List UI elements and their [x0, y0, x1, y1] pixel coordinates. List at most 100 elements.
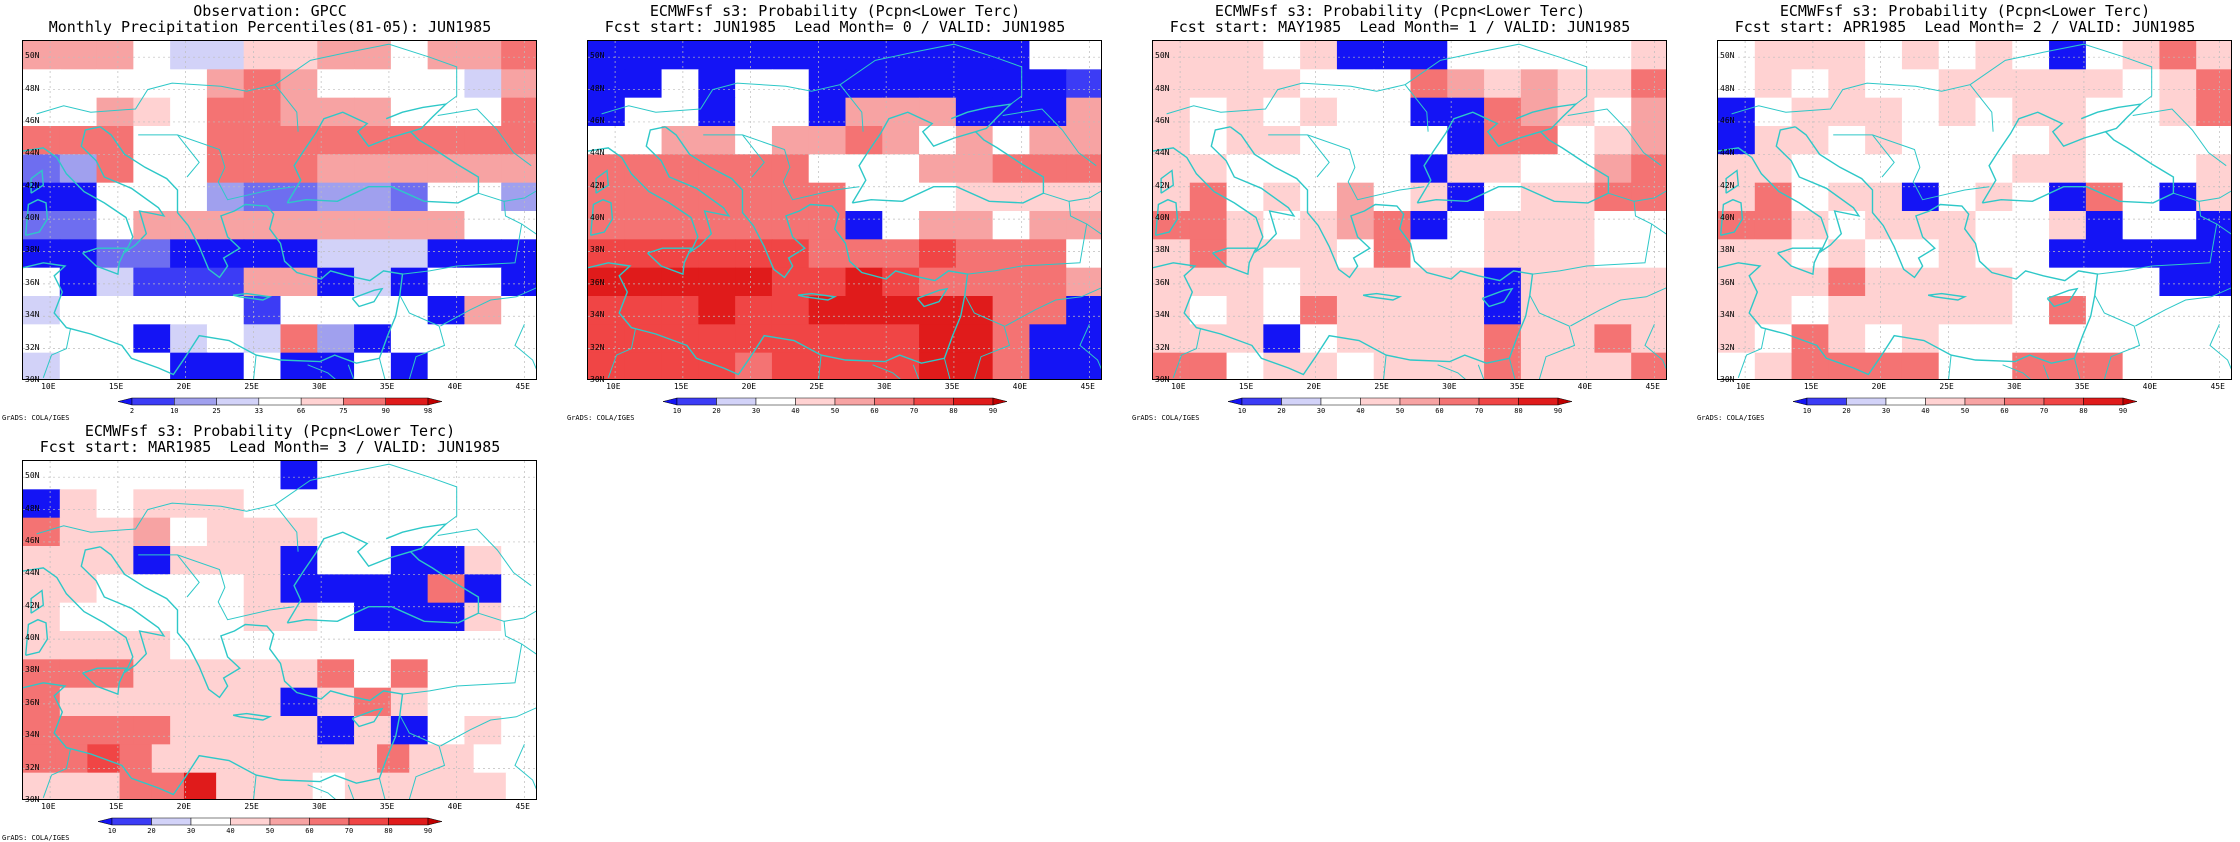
grid-cell: [1189, 69, 1228, 99]
grid-cell: [427, 489, 466, 519]
grid-cell: [624, 69, 663, 99]
grid-cell: [1410, 352, 1448, 379]
colorbar-segment: [131, 397, 175, 406]
grid-cell: [1336, 239, 1375, 269]
longitude-label: 25E: [1939, 382, 1954, 391]
grid-cell: [1153, 41, 1191, 70]
latitude-label: 38N: [1155, 245, 1170, 255]
longitude-label: 20E: [176, 802, 192, 811]
grid-cell: [845, 154, 883, 184]
colorbar-right-end: [992, 397, 1008, 406]
panel-lead-1: ECMWFsf s3: Probability (Pcpn<Lower Terc…: [1130, 0, 1670, 422]
grid-cell: [280, 744, 314, 774]
grid-cell: [119, 744, 153, 774]
grid-cell: [992, 126, 1031, 155]
grid-cell: [464, 574, 502, 604]
latitude-label: 34N: [25, 730, 40, 740]
grid-cell: [588, 41, 626, 70]
border-line: [478, 190, 536, 202]
coastline: [588, 126, 969, 376]
colorbar-left-end: [97, 817, 113, 826]
grid-cell: [23, 716, 61, 745]
grid-cell: [771, 154, 810, 184]
grid-cell: [133, 716, 171, 745]
grid-cell: [992, 296, 1031, 325]
grid-cell: [1336, 296, 1375, 325]
grid-cell: [1336, 211, 1375, 240]
grid-cell: [280, 574, 318, 604]
grid-cell: [206, 574, 245, 604]
latitude-label: 48N: [590, 83, 605, 93]
grid-cell: [280, 489, 318, 519]
grid-cell: [170, 574, 208, 604]
grid-cell: [501, 546, 536, 575]
latitude-label: 32N: [25, 342, 40, 352]
grid-cell: [771, 69, 810, 99]
grid-cell: [317, 631, 355, 660]
longitude-label: 40E: [2142, 382, 2158, 391]
grid-cell: [427, 461, 466, 490]
grid-cell: [96, 352, 134, 379]
grid-cell: [1300, 154, 1338, 184]
longitude-label: 40E: [1577, 382, 1593, 391]
grid-cell: [955, 41, 994, 70]
grid-cell: [243, 659, 282, 689]
grid-cell: [2122, 154, 2161, 184]
grid-cell: [2122, 239, 2161, 269]
grid-cell: [2085, 41, 2124, 70]
grid-cell: [808, 296, 847, 325]
coastline: [25, 618, 49, 656]
colorbar-tick-label: 50: [831, 407, 839, 415]
border-line: [2132, 108, 2227, 167]
border-line: [1477, 358, 1516, 379]
border-line: [437, 108, 532, 167]
grid-cell: [919, 154, 957, 184]
grid-cell: [1901, 211, 1940, 240]
latitude-label: 38N: [1720, 245, 1735, 255]
grid-cell: [133, 182, 171, 212]
border-line: [601, 82, 864, 132]
coastline: [351, 287, 384, 308]
grid-cell: [1410, 126, 1448, 155]
colorbar: 10 20 30 40 50 60 70 80 90: [97, 817, 443, 835]
grid-cell: [317, 489, 355, 519]
grid-cell: [1226, 296, 1264, 325]
longitude-label: 35E: [944, 382, 960, 391]
grid-cell: [1029, 211, 1067, 240]
grid-cell: [1300, 41, 1338, 70]
grid-cell: [1828, 267, 1866, 297]
grid-cell: [1336, 154, 1375, 184]
grid-cell: [1557, 296, 1596, 325]
grid-cell: [1300, 296, 1338, 325]
grid-cell: [96, 574, 134, 604]
map-frame: [22, 460, 537, 800]
border-line: [1608, 190, 1666, 202]
grid-cell: [133, 154, 171, 184]
coastline: [647, 247, 693, 276]
latitude-label: 32N: [1155, 342, 1170, 352]
grid-cell: [133, 126, 171, 155]
grid-cell: [1263, 41, 1301, 70]
grid-cell: [1938, 154, 1977, 184]
border-line: [1005, 287, 1101, 327]
border-line: [1731, 82, 1994, 132]
grid-cell: [661, 69, 699, 99]
grid-cell: [1029, 267, 1067, 297]
colorbar-tick-label: 20: [712, 407, 720, 415]
border-line: [347, 778, 386, 799]
colorbar-segment: [795, 397, 836, 406]
grid-cell: [1484, 97, 1522, 127]
grid-cell: [2012, 239, 2050, 269]
grid-cell: [771, 352, 810, 379]
grid-cell: [96, 296, 134, 325]
grid-cell: [808, 239, 847, 269]
border-line: [872, 364, 901, 379]
grid-cell: [280, 69, 318, 99]
border-line: [607, 329, 636, 378]
grid-cell: [1594, 296, 1632, 325]
grid-cell: [2085, 239, 2124, 269]
border-line: [1268, 134, 1425, 201]
border-line: [514, 324, 536, 370]
grid-cell: [1557, 211, 1596, 240]
latitude-label: 34N: [1155, 310, 1170, 320]
